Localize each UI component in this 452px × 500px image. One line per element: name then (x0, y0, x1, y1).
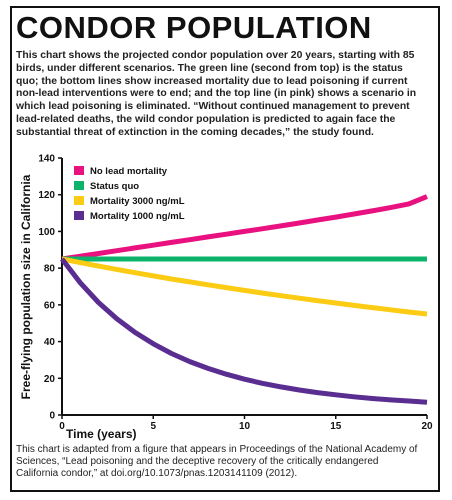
y-tick-label: 60 (44, 300, 56, 311)
y-tick-label: 0 (49, 411, 55, 422)
legend-label-mortality-3000-ng-ml: Mortality 3000 ng/mL (90, 196, 185, 207)
x-tick-label: 0 (59, 421, 65, 432)
legend-swatch-status-quo (74, 181, 84, 190)
y-tick-label: 120 (38, 190, 55, 201)
y-axis-title: Free-flying population size in Californi… (19, 174, 33, 399)
y-tick-label: 140 (38, 154, 55, 165)
line-chart: 0 20 40 60 80 100 120 140 0 5 10 15 20 No lead morta… (19, 154, 433, 442)
legend-swatch-mortality-3000-ng-ml (74, 196, 84, 205)
y-tick-label: 80 (44, 264, 56, 275)
page-title: CONDOR POPULATION (16, 10, 372, 45)
legend-label-mortality-1000-ng-ml: Mortality 1000 ng/mL (90, 211, 185, 222)
y-tick-label: 100 (38, 227, 55, 238)
x-tick-label: 5 (150, 421, 156, 432)
chart-frame (10, 6, 440, 492)
y-tick-label: 20 (44, 374, 56, 385)
series-line-mortality-3000-ng-ml (61, 256, 428, 317)
series-line-mortality-1000-ng-ml (60, 257, 428, 405)
legend-label-status-quo: Status quo (90, 181, 139, 192)
x-tick-label: 10 (239, 421, 251, 432)
x-tick-label: 20 (421, 421, 433, 432)
legend-label-no-lead-mortality: No lead mortality (90, 166, 168, 177)
legend-swatch-no-lead-mortality (74, 166, 84, 175)
chart-description: This chart shows the projected condor po… (16, 50, 417, 138)
y-tick-label: 40 (44, 337, 56, 348)
series-line-no-lead-mortality (61, 194, 428, 262)
legend: No lead mortality Status quo Mortality 300… (74, 166, 185, 222)
x-tick-label: 15 (330, 421, 342, 432)
x-axis-title: Time (years) (66, 427, 136, 441)
legend-swatch-mortality-1000-ng-ml (74, 211, 84, 220)
source-note: This chart is adapted from a figure that… (16, 444, 418, 479)
